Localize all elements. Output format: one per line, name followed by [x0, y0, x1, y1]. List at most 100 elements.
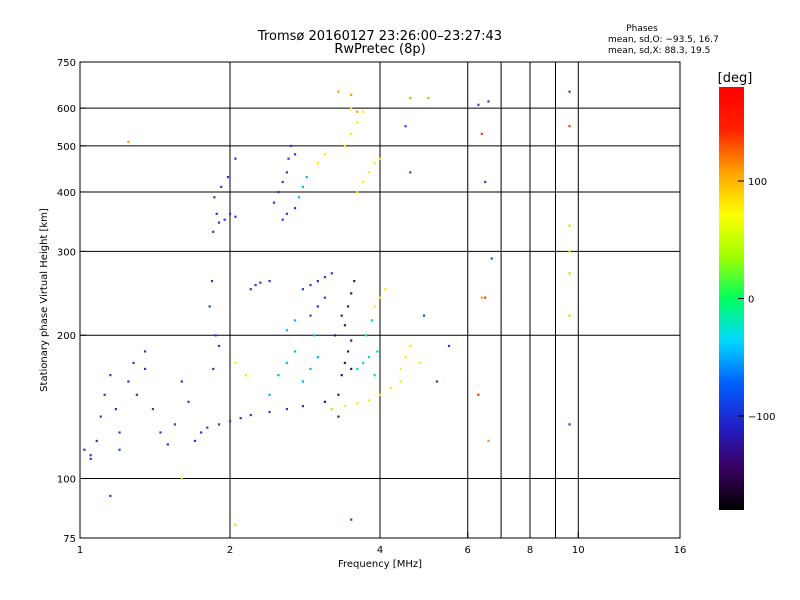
data-point: [350, 367, 353, 371]
data-point: [568, 314, 571, 317]
data-point: [213, 196, 216, 199]
data-point: [259, 281, 262, 284]
y-tick-label: 100: [57, 475, 76, 486]
data-point: [376, 350, 379, 353]
colorbar-ticks: 100 0 −100: [738, 177, 775, 423]
data-point: [151, 407, 155, 411]
data-point: [404, 356, 407, 359]
data-point: [337, 393, 340, 396]
data-point: [229, 212, 232, 215]
y-tick-label: 400: [57, 188, 76, 199]
x-tick-label: 8: [527, 545, 533, 556]
data-point: [337, 90, 340, 93]
data-point: [285, 212, 288, 215]
data-point: [404, 125, 407, 128]
y-axis: 75 100 200 300 400 500 600 750: [57, 58, 86, 545]
data-point: [422, 314, 426, 317]
y-tick-label: 750: [57, 58, 76, 69]
data-point: [484, 296, 487, 299]
data-point: [343, 144, 347, 148]
data-point: [362, 180, 365, 184]
chart-title: Tromsø 20160127 23:26:00–23:27:43: [257, 29, 502, 44]
data-point: [343, 405, 347, 408]
data-point: [490, 257, 493, 260]
data-point: [89, 457, 92, 461]
stats-line-x: mean, sd,X: 88.3, 19.5: [608, 46, 710, 56]
data-point: [305, 175, 308, 179]
data-point: [367, 171, 371, 174]
data-point: [193, 439, 197, 443]
data-point: [285, 407, 288, 411]
data-point: [143, 350, 147, 353]
x-tick-label: 1: [77, 545, 83, 556]
data-point: [409, 97, 412, 100]
data-point: [399, 380, 402, 383]
data-point: [477, 393, 480, 396]
data-point: [143, 367, 147, 371]
data-point: [287, 157, 290, 160]
data-point: [389, 386, 392, 390]
data-point: [362, 361, 365, 365]
data-point: [316, 356, 319, 359]
data-point: [313, 334, 316, 337]
data-point: [281, 218, 284, 221]
data-point: [373, 305, 376, 308]
data-point: [293, 319, 297, 322]
x-tick-label: 10: [572, 545, 585, 556]
colorbar-tick-label: −100: [748, 412, 775, 423]
data-point: [409, 344, 412, 348]
data-point: [447, 344, 451, 348]
chart-subtitle: RwPretec (8p): [334, 42, 425, 57]
data-point: [568, 250, 571, 253]
stats-header: Phases: [626, 24, 658, 34]
data-point: [362, 110, 365, 113]
data-point: [234, 157, 237, 160]
data-point: [200, 431, 203, 434]
data-point: [487, 439, 490, 443]
data-point: [309, 284, 312, 287]
data-point: [220, 185, 223, 189]
data-point: [135, 393, 138, 396]
data-point: [89, 454, 92, 457]
data-point: [166, 443, 169, 446]
data-point: [384, 288, 387, 291]
data-point: [268, 280, 271, 283]
data-point: [343, 361, 347, 365]
data-point: [373, 374, 376, 377]
data-point: [239, 417, 242, 420]
data-point: [301, 288, 305, 291]
data-point: [568, 423, 571, 426]
data-point: [373, 162, 376, 165]
data-point: [480, 132, 483, 135]
data-point: [297, 196, 301, 199]
data-point: [568, 224, 571, 227]
data-point: [285, 361, 288, 365]
x-tick-label: 2: [227, 545, 233, 556]
data-point: [323, 276, 327, 279]
data-point: [83, 448, 86, 451]
data-point: [356, 402, 359, 405]
stats-line-o: mean, sd,O: −93.5, 16.7: [608, 35, 719, 45]
data-point: [316, 305, 319, 308]
data-point: [99, 415, 102, 418]
data-point: [343, 324, 347, 327]
data-point: [249, 413, 252, 417]
data-point: [206, 426, 209, 429]
data-points: [83, 90, 571, 526]
data-point: [346, 305, 350, 308]
data-point: [316, 280, 319, 283]
data-point: [301, 380, 305, 383]
plot-area: 1 2 4 6 8 10 16 75 100 200 300 400 500 600 750: [57, 58, 686, 556]
data-point: [350, 292, 353, 295]
data-point: [379, 157, 382, 160]
data-point: [568, 125, 571, 128]
data-point: [340, 374, 343, 377]
data-point: [208, 305, 211, 308]
data-point: [365, 334, 368, 337]
data-point: [356, 190, 359, 194]
data-point: [217, 344, 221, 348]
data-point: [214, 334, 217, 337]
y-tick-label: 200: [57, 331, 76, 342]
data-point: [316, 162, 319, 165]
data-point: [118, 448, 121, 451]
